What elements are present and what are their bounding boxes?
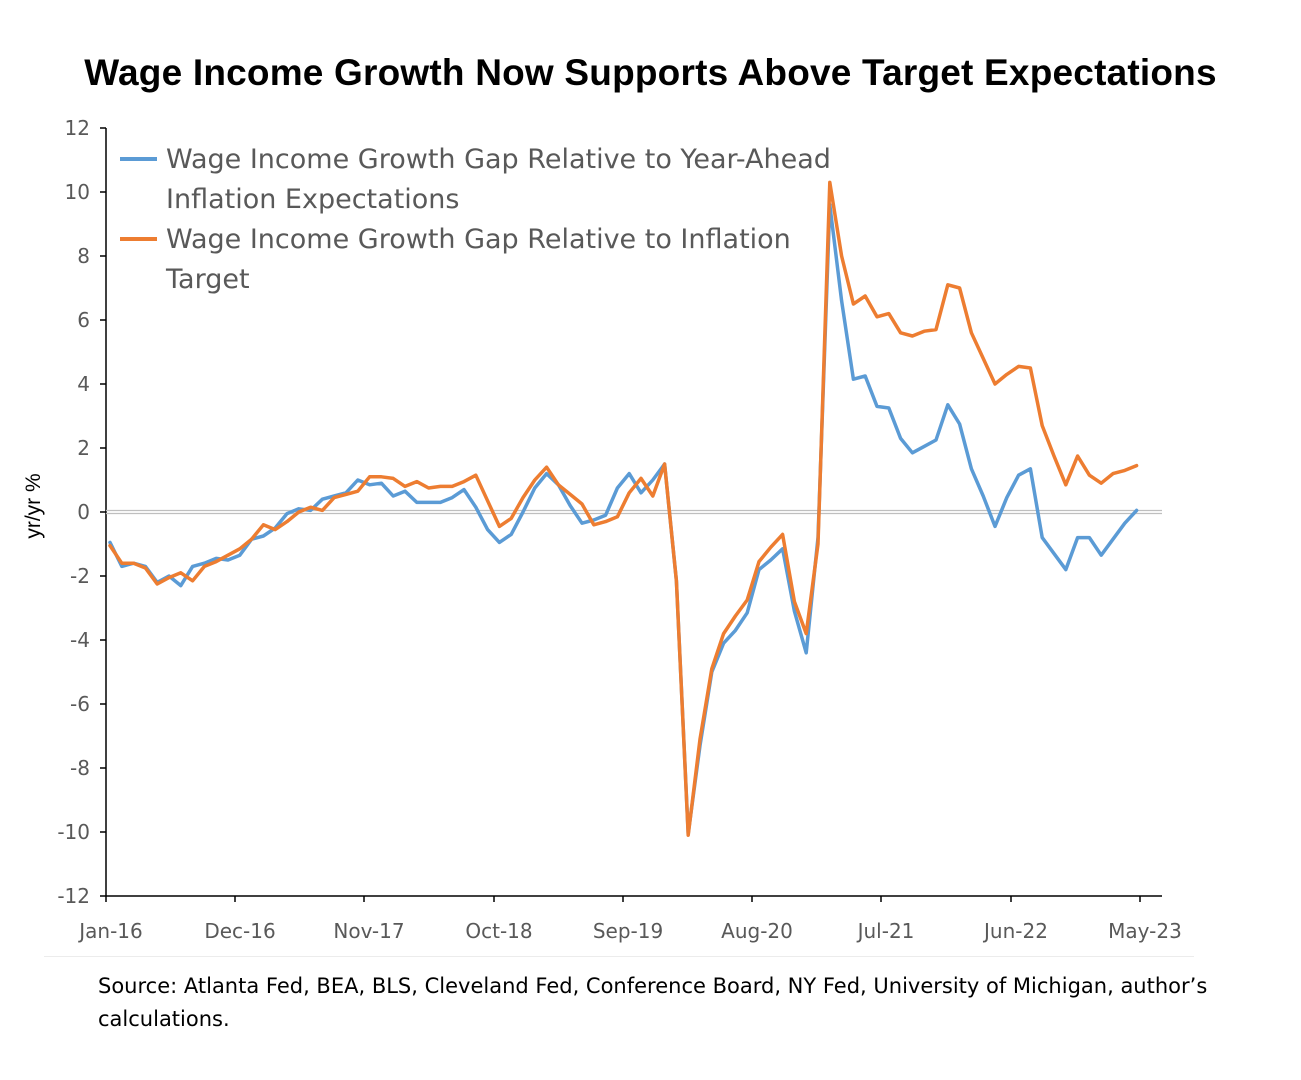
y-tick-label: -2 <box>70 564 90 588</box>
y-tick-label: -12 <box>57 884 90 908</box>
x-tick-label: Jan-16 <box>77 919 143 943</box>
y-tick-label: -4 <box>70 628 90 652</box>
chart-title: Wage Income Growth Now Supports Above Ta… <box>84 52 1217 93</box>
legend-label: Target <box>165 264 250 295</box>
legend-label: Wage Income Growth Gap Relative to Infla… <box>166 224 791 255</box>
x-tick-label: Nov-17 <box>333 919 404 943</box>
x-tick-label: Jul-21 <box>856 919 915 943</box>
legend-label: Inflation Expectations <box>166 184 459 215</box>
divider <box>44 956 1194 957</box>
series-line-target <box>108 180 1139 837</box>
zero-line-layer <box>106 509 1162 515</box>
line-chart: 12 10 8 6 4 2 0 -2 -4 -6 -8 -10 -12 Jan-16 Dec-16 Nov-1… <box>22 116 1182 943</box>
legend-label: Wage Income Growth Gap Relative to Year-… <box>166 144 831 175</box>
y-axis-label: yr/yr % <box>22 473 45 538</box>
y-tick-label: -10 <box>57 820 90 844</box>
y-tick-label: 6 <box>77 308 90 332</box>
y-tick-label: -8 <box>70 756 90 780</box>
x-tick-label: May-23 <box>1108 919 1182 943</box>
x-tick-label: Jun-22 <box>982 919 1048 943</box>
x-tick-label: Oct-18 <box>465 919 532 943</box>
legend: Wage Income Growth Gap Relative to Year-… <box>120 144 831 295</box>
series-line-year-ahead <box>108 203 1139 836</box>
axes: 12 10 8 6 4 2 0 -2 -4 -6 -8 -10 -12 Jan-16 Dec-16 Nov-1… <box>57 116 1182 943</box>
y-tick-label: 10 <box>65 180 90 204</box>
x-tick-label: Sep-19 <box>593 919 663 943</box>
y-tick-label: 0 <box>77 500 90 524</box>
y-tick-label: -6 <box>70 692 90 716</box>
y-tick-label: 2 <box>77 436 90 460</box>
y-tick-label: 8 <box>77 244 90 268</box>
series-layer <box>108 180 1139 837</box>
source-note: Source: Atlanta Fed, BEA, BLS, Cleveland… <box>98 974 1208 1031</box>
x-tick-label: Aug-20 <box>721 919 793 943</box>
y-tick-label: 4 <box>77 372 90 396</box>
y-tick-label: 12 <box>65 116 90 140</box>
x-tick-label: Dec-16 <box>204 919 275 943</box>
